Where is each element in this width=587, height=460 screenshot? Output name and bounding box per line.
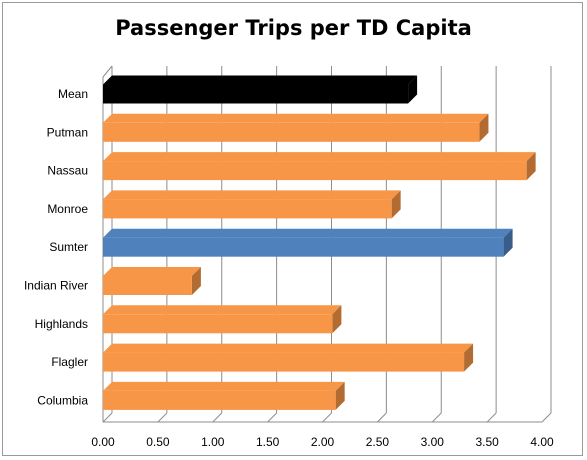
left-wall-top bbox=[102, 65, 113, 78]
x-tick-label: 1.00 bbox=[201, 435, 225, 449]
category-label: Columbia bbox=[37, 393, 88, 407]
bar-end-face bbox=[464, 343, 474, 372]
bar-indian-river bbox=[103, 267, 201, 295]
bar-front-face bbox=[103, 84, 409, 104]
bar-front-face bbox=[103, 390, 336, 410]
bar-top-face bbox=[103, 381, 345, 391]
bar-end-face bbox=[479, 113, 489, 142]
bar-end-face bbox=[408, 75, 418, 104]
floor-line bbox=[267, 412, 277, 423]
bar-end-face bbox=[503, 228, 513, 257]
category-label: Flagler bbox=[51, 355, 88, 369]
category-label: Highlands bbox=[35, 317, 88, 331]
bar-sumter bbox=[103, 228, 513, 257]
bar-highlands bbox=[103, 305, 342, 334]
floor-line bbox=[157, 412, 168, 423]
bar-monroe bbox=[103, 190, 401, 219]
floor-line bbox=[102, 412, 113, 423]
bar-end-face bbox=[191, 267, 201, 295]
bar-front-face bbox=[103, 161, 527, 181]
bar-top-face bbox=[103, 228, 513, 238]
bar-top-face bbox=[103, 343, 474, 353]
floor-line bbox=[431, 412, 442, 423]
x-tick-label: 0.50 bbox=[146, 435, 170, 449]
bar-flagler bbox=[103, 343, 474, 372]
x-tick-label: 0.00 bbox=[91, 435, 115, 449]
bar-top-face bbox=[103, 305, 342, 315]
floor-line bbox=[541, 412, 552, 423]
bar-top-face bbox=[103, 75, 418, 85]
category-labels: Mean Putman Nassau Monroe Sumter Indian River… bbox=[24, 87, 88, 407]
category-label: Indian River bbox=[24, 279, 88, 293]
bar-front-face bbox=[103, 199, 392, 219]
category-label: Putman bbox=[47, 125, 88, 139]
bar-end-face bbox=[526, 152, 536, 181]
bar-putman bbox=[103, 113, 489, 142]
bar-columbia bbox=[103, 381, 345, 410]
bar-front-face bbox=[103, 276, 192, 295]
x-tick-label: 2.50 bbox=[366, 435, 390, 449]
floor-line bbox=[377, 412, 387, 423]
bar-end-face bbox=[391, 190, 401, 219]
category-label: Monroe bbox=[47, 202, 88, 216]
bar-nassau bbox=[103, 152, 536, 181]
bar-top-face bbox=[103, 190, 401, 200]
x-tick-label: 3.00 bbox=[421, 435, 445, 449]
bar-front-face bbox=[103, 122, 480, 142]
x-tick-label: 4.00 bbox=[530, 435, 554, 449]
bar-end-face bbox=[335, 381, 345, 410]
floor-line bbox=[212, 412, 223, 423]
x-tick-label: 3.50 bbox=[475, 435, 499, 449]
category-label: Nassau bbox=[47, 164, 88, 178]
floor-line bbox=[486, 412, 497, 423]
x-tick-label: 1.50 bbox=[256, 435, 280, 449]
bar-top-face bbox=[103, 113, 489, 123]
floor-line bbox=[322, 412, 332, 423]
category-label: Mean bbox=[58, 87, 88, 101]
bar-front-face bbox=[103, 237, 504, 257]
x-axis-tick-labels: 0.00 0.50 1.00 1.50 2.00 2.50 3.00 3.50 4.00 bbox=[91, 435, 554, 449]
bar-mean bbox=[103, 75, 418, 104]
bar-top-face bbox=[103, 267, 201, 276]
category-label: Sumter bbox=[49, 240, 88, 254]
bar-front-face bbox=[103, 352, 465, 372]
x-tick-label: 2.00 bbox=[311, 435, 335, 449]
bar-front-face bbox=[103, 314, 333, 334]
bar-top-face bbox=[103, 152, 536, 162]
bar-end-face bbox=[332, 305, 342, 334]
bars bbox=[103, 75, 536, 410]
chart-title: Passenger Trips per TD Capita bbox=[115, 16, 472, 40]
